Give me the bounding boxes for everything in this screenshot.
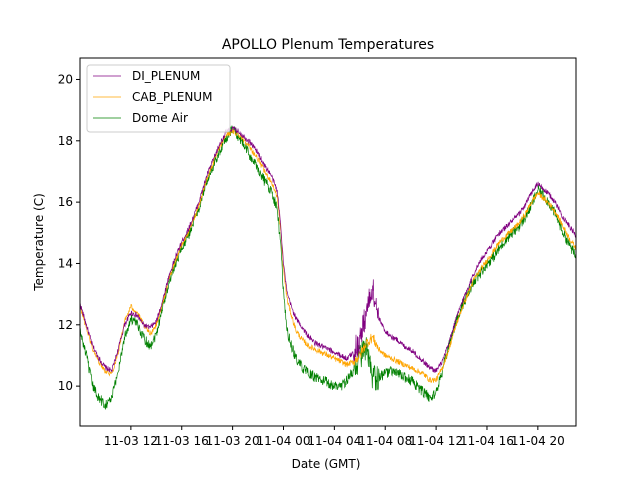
x-tick-label: 11-03 16 [155, 434, 209, 448]
x-tick-label: 11-04 16 [460, 434, 514, 448]
x-tick-label: 11-04 20 [511, 434, 565, 448]
x-tick-label: 11-04 04 [307, 434, 361, 448]
y-tick-label: 20 [58, 72, 73, 86]
y-tick-label: 16 [58, 195, 73, 209]
series-line-cab-plenum [79, 128, 577, 383]
plot-lines [79, 125, 577, 410]
series-line-di-plenum [79, 126, 577, 374]
x-tick-label: 11-03 12 [104, 434, 158, 448]
axes-frame [79, 57, 577, 427]
y-tick-label: 10 [58, 379, 73, 393]
legend-label-dome-air: Dome Air [132, 111, 188, 125]
x-axis-label: Date (GMT) [292, 457, 361, 471]
x-tick-label: 11-03 20 [206, 434, 260, 448]
legend-label-cab-plenum: CAB_PLENUM [132, 90, 212, 104]
y-tick-label: 14 [58, 256, 73, 270]
y-axis-label: Temperature (C) [32, 193, 46, 292]
chart-title: APOLLO Plenum Temperatures [222, 37, 434, 53]
y-tick-label: 12 [58, 318, 73, 332]
series-line-dome-air [79, 125, 577, 410]
y-tick-label: 18 [58, 134, 73, 148]
legend-box [86, 64, 231, 133]
y-axis: 10 12 14 16 18 20 [58, 72, 80, 393]
legend-label-di-plenum: DI_PLENUM [132, 69, 200, 83]
x-tick-label: 11-04 08 [358, 434, 412, 448]
x-tick-label: 11-04 00 [257, 434, 311, 448]
legend: DI_PLENUM CAB_PLENUM Dome Air [86, 64, 231, 133]
x-tick-label: 11-04 12 [409, 434, 463, 448]
